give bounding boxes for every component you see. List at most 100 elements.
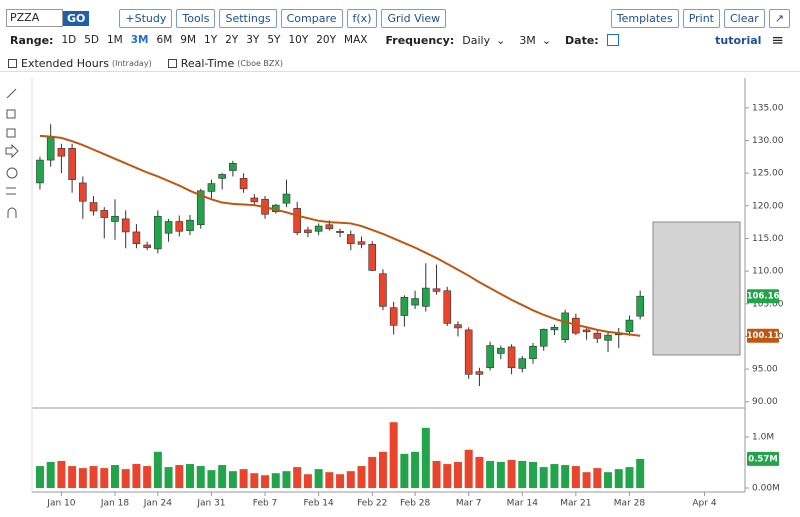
button[interactable]: +Study bbox=[119, 8, 173, 28]
candle-body bbox=[346, 234, 355, 244]
volume-bar bbox=[389, 422, 398, 488]
option-note: (Cboe BZX) bbox=[237, 58, 283, 68]
candle-body bbox=[132, 231, 141, 244]
option-label: Extended Hours bbox=[21, 56, 109, 70]
volume-bar bbox=[400, 453, 409, 488]
volume-bar bbox=[561, 465, 570, 488]
candle-body bbox=[46, 136, 55, 161]
go-button[interactable]: GO bbox=[63, 10, 90, 26]
candle-body bbox=[625, 319, 634, 333]
range-option[interactable]: 2Y bbox=[225, 34, 239, 46]
range-option[interactable]: 3M bbox=[130, 34, 149, 46]
volume-bar bbox=[357, 466, 366, 488]
volume-bar bbox=[582, 472, 591, 488]
frequency-label: Frequency: bbox=[385, 33, 455, 47]
candle-body bbox=[207, 183, 216, 192]
range-option[interactable]: 9M bbox=[180, 34, 197, 46]
x-tick-label: Jan 31 bbox=[196, 499, 225, 509]
volume-bar bbox=[518, 460, 527, 488]
button[interactable]: Compare bbox=[280, 8, 343, 28]
range-option[interactable]: 6M bbox=[156, 34, 173, 46]
volume-bar bbox=[593, 468, 602, 488]
period[interactable]: 3M bbox=[519, 33, 536, 47]
volume-bar bbox=[57, 460, 66, 488]
volume-bar bbox=[250, 473, 259, 488]
y-tick-label: 120.00 bbox=[752, 201, 784, 211]
range-option[interactable]: 5D bbox=[84, 34, 99, 46]
button[interactable]: Clear bbox=[724, 8, 765, 28]
volume-bar bbox=[507, 459, 516, 488]
candle-body bbox=[314, 225, 323, 232]
candle-body bbox=[111, 215, 119, 222]
volume-bar bbox=[46, 461, 55, 488]
checkbox[interactable] bbox=[167, 58, 177, 68]
button[interactable]: Tools bbox=[176, 8, 216, 28]
y-tick-label: 95.00 bbox=[752, 365, 778, 375]
volume-bar bbox=[261, 475, 270, 488]
draw-button[interactable]: ↗ bbox=[768, 8, 790, 28]
candle-body bbox=[486, 345, 494, 369]
checkbox[interactable] bbox=[8, 58, 17, 68]
candle-body bbox=[379, 273, 387, 307]
candle-body bbox=[57, 148, 66, 157]
frequency[interactable]: Daily bbox=[462, 33, 491, 47]
menu[interactable]: ≡ bbox=[771, 31, 784, 49]
volume-bar bbox=[411, 451, 420, 488]
volume-bar bbox=[153, 451, 162, 488]
y-tick-label: 130.00 bbox=[752, 136, 784, 146]
symbol-input[interactable]: PZZA bbox=[6, 9, 63, 27]
button[interactable]: f(x) bbox=[346, 8, 378, 28]
range-option[interactable]: 1Y bbox=[204, 34, 218, 46]
volume-bar bbox=[164, 467, 173, 488]
value-tag-label: 106.16 bbox=[747, 292, 780, 302]
candle-body bbox=[368, 244, 377, 271]
range-option[interactable]: 3Y bbox=[246, 34, 260, 46]
volume-bar bbox=[432, 460, 441, 488]
x-tick-label: Feb 28 bbox=[400, 499, 431, 509]
volume-bar bbox=[550, 464, 559, 488]
button[interactable]: Grid View bbox=[381, 8, 447, 28]
candle-body bbox=[336, 230, 344, 233]
range-label: Range: bbox=[10, 33, 54, 47]
button[interactable]: Settings bbox=[219, 8, 277, 28]
candle-body bbox=[36, 159, 44, 184]
candle-body bbox=[304, 229, 312, 233]
range-option[interactable]: 5Y bbox=[267, 34, 281, 46]
range-option[interactable]: MAX bbox=[344, 34, 368, 46]
volume-bar bbox=[228, 471, 237, 488]
volume-bar bbox=[325, 472, 334, 488]
range-option[interactable]: 1M bbox=[107, 34, 123, 46]
volume-bar bbox=[186, 464, 195, 488]
y-tick-label: 110.00 bbox=[752, 267, 784, 277]
volume-bar bbox=[496, 461, 505, 488]
candle-body bbox=[250, 197, 259, 203]
candle-body bbox=[422, 287, 430, 307]
candle-body bbox=[175, 221, 184, 232]
ranges: 1D 5D 1M 3M 6M 9M 1Y 2Y 3Y 5Y 10Y 20Y MAX bbox=[61, 34, 375, 46]
volume-bar bbox=[132, 464, 141, 488]
calendar-icon[interactable] bbox=[606, 34, 619, 46]
volume-bar bbox=[68, 466, 77, 488]
button[interactable]: Templates bbox=[610, 8, 679, 28]
candle-body bbox=[518, 358, 527, 369]
range-option[interactable]: 1D bbox=[61, 34, 77, 46]
y-tick-label: 0.00M bbox=[752, 484, 780, 494]
candle-body bbox=[464, 329, 473, 375]
range-option[interactable]: 20Y bbox=[316, 34, 337, 46]
candle-body bbox=[325, 224, 334, 229]
x-tick-label: Jan 10 bbox=[46, 499, 75, 509]
candle-body bbox=[400, 296, 409, 316]
candle-body bbox=[389, 307, 398, 326]
volume-bar bbox=[35, 466, 44, 488]
volume-bar bbox=[293, 467, 302, 488]
tutorial[interactable]: tutorial bbox=[715, 33, 762, 47]
value-tag bbox=[747, 451, 779, 466]
range-option[interactable]: 10Y bbox=[288, 34, 309, 46]
button[interactable]: Print bbox=[682, 8, 720, 28]
candle-body bbox=[582, 329, 591, 333]
candle-body bbox=[196, 190, 205, 226]
volume-bar bbox=[378, 451, 387, 488]
candle-body bbox=[614, 333, 623, 336]
volume-bar bbox=[464, 449, 473, 488]
